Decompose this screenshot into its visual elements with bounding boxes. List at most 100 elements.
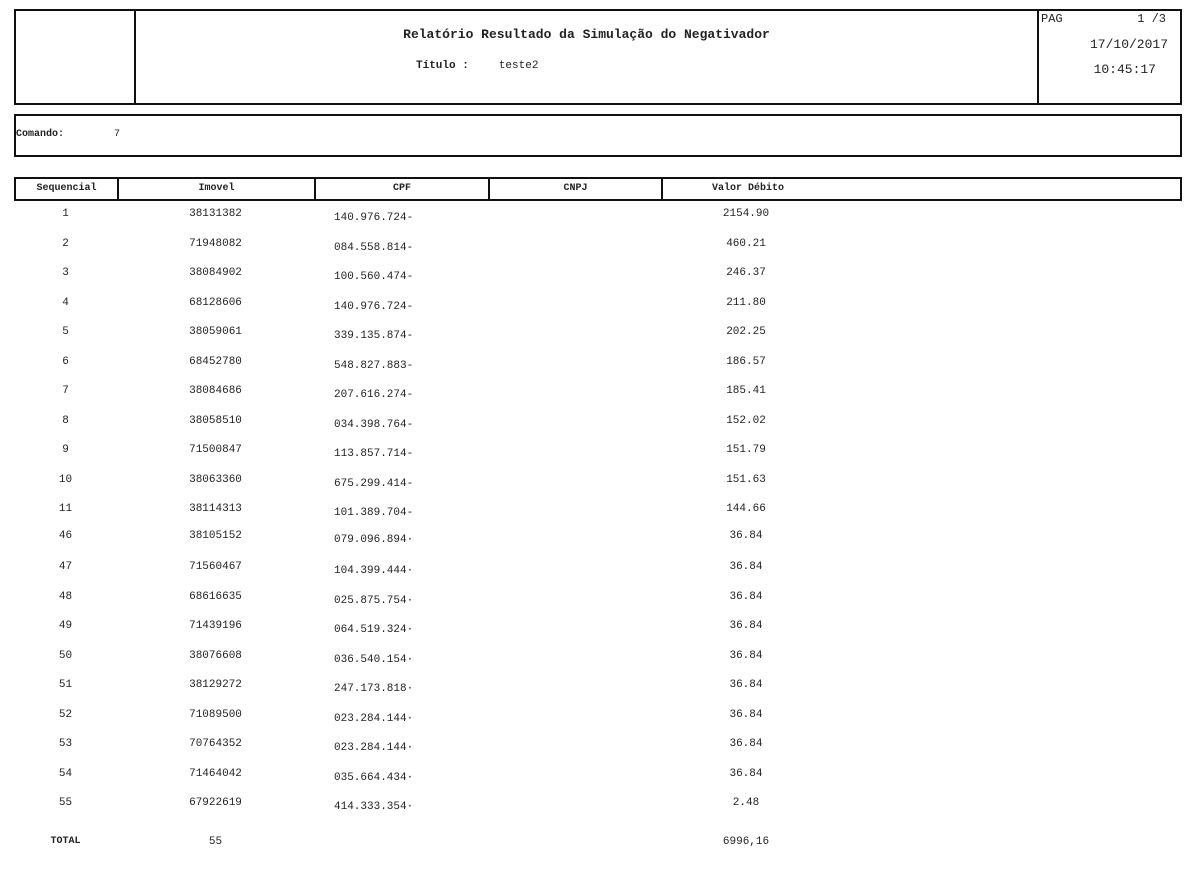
table-row: 50 38076608 036.540.154· 36.84 xyxy=(14,650,1182,670)
logo-cell xyxy=(16,11,136,103)
cell-cpf: 023.284.144· xyxy=(334,713,414,725)
report-title: Relatório Resultado da Simulação do Nega… xyxy=(403,27,770,42)
cell-valor-debito: 144.66 xyxy=(726,503,766,515)
cell-cpf: 036.540.154· xyxy=(334,654,414,666)
table-row: 54 71464042 035.664.434· 36.84 xyxy=(14,768,1182,788)
table-row: 1 38131382 140.976.724- 2154.90 xyxy=(14,208,1182,228)
cell-sequencial: 46 xyxy=(58,530,73,542)
cell-cpf: 548.827.883- xyxy=(334,360,414,372)
cell-valor-debito: 36.84 xyxy=(729,679,763,691)
cell-valor-debito: 36.84 xyxy=(729,530,763,542)
cell-cpf: 034.398.764- xyxy=(334,419,414,431)
cell-sequencial: 54 xyxy=(58,768,73,780)
col-sequencial: Sequencial xyxy=(16,179,119,199)
cell-cpf: 079.096.894· xyxy=(334,534,414,546)
cell-imovel: 68128606 xyxy=(189,297,242,309)
table-row: 6 68452780 548.827.883- 186.57 xyxy=(14,356,1182,376)
cell-imovel: 71500847 xyxy=(189,444,242,456)
cell-imovel: 71439196 xyxy=(189,620,242,632)
cell-imovel: 71560467 xyxy=(189,561,242,573)
cell-valor-debito: 211.80 xyxy=(726,297,766,309)
cell-valor-debito: 186.57 xyxy=(726,356,766,368)
col-cnpj: CNPJ xyxy=(490,179,663,199)
cell-cpf: 207.616.274- xyxy=(334,389,414,401)
cell-sequencial: 50 xyxy=(58,650,73,662)
comando-box: Comando: 7 xyxy=(14,114,1182,157)
cell-valor-debito: 36.84 xyxy=(729,738,763,750)
cell-valor-debito: 36.84 xyxy=(729,561,763,573)
cell-sequencial: 8 xyxy=(62,415,69,427)
table-row: 53 70764352 023.284.144· 36.84 xyxy=(14,738,1182,758)
total-label: TOTAL xyxy=(50,836,81,847)
table-row: 48 68616635 025.875.754· 36.84 xyxy=(14,591,1182,611)
page-label: PAG xyxy=(1041,12,1063,26)
cell-valor-debito: 202.25 xyxy=(726,326,766,338)
cell-imovel: 38114313 xyxy=(189,503,242,515)
comando-label: Comando: xyxy=(16,129,65,140)
table-row: 9 71500847 113.857.714- 151.79 xyxy=(14,444,1182,464)
cell-imovel: 38084686 xyxy=(189,385,242,397)
cell-valor-debito: 152.02 xyxy=(726,415,766,427)
cell-valor-debito: 151.63 xyxy=(726,474,766,486)
table-row: 8 38058510 034.398.764- 152.02 xyxy=(14,415,1182,435)
cell-imovel: 71464042 xyxy=(189,768,242,780)
table-row: 3 38084902 100.560.474- 246.37 xyxy=(14,267,1182,287)
cell-cpf: 140.976.724- xyxy=(334,301,414,313)
cell-cpf: 101.389.704- xyxy=(334,507,414,519)
cell-sequencial: 55 xyxy=(58,797,73,809)
cell-cpf: 023.284.144· xyxy=(334,742,414,754)
cell-cpf: 084.558.814- xyxy=(334,242,414,254)
table-row: 10 38063360 675.299.414- 151.63 xyxy=(14,474,1182,494)
page-number: 1 /3 xyxy=(1137,12,1166,26)
cell-imovel: 38131382 xyxy=(189,208,242,220)
table-row: 4 68128606 140.976.724- 211.80 xyxy=(14,297,1182,317)
cell-imovel: 68616635 xyxy=(189,591,242,603)
cell-sequencial: 3 xyxy=(62,267,69,279)
cell-imovel: 70764352 xyxy=(189,738,242,750)
cell-cpf: 339.135.874- xyxy=(334,330,414,342)
cell-sequencial: 4 xyxy=(62,297,69,309)
cell-sequencial: 6 xyxy=(62,356,69,368)
cell-cpf: 100.560.474- xyxy=(334,271,414,283)
cell-valor-debito: 36.84 xyxy=(729,591,763,603)
cell-sequencial: 5 xyxy=(62,326,69,338)
cell-valor-debito: 36.84 xyxy=(729,650,763,662)
cell-cpf: 064.519.324· xyxy=(334,624,414,636)
cell-cpf: 675.299.414- xyxy=(334,478,414,490)
comando-value: 7 xyxy=(114,129,121,140)
table-row: 52 71089500 023.284.144· 36.84 xyxy=(14,709,1182,729)
cell-sequencial: 1 xyxy=(62,208,69,220)
cell-cpf: 113.857.714- xyxy=(334,448,414,460)
titulo-label: Título : xyxy=(416,60,469,72)
cell-valor-debito: 36.84 xyxy=(729,620,763,632)
cell-sequencial: 10 xyxy=(58,474,73,486)
report-date: 17/10/2017 xyxy=(1089,37,1168,52)
cell-sequencial: 52 xyxy=(58,709,73,721)
cell-sequencial: 7 xyxy=(62,385,69,397)
total-row: TOTAL 55 6996,16 xyxy=(14,836,1182,856)
table-row: 47 71560467 104.399.444· 36.84 xyxy=(14,561,1182,581)
table-row: 7 38084686 207.616.274- 185.41 xyxy=(14,385,1182,405)
cell-imovel: 67922619 xyxy=(189,797,242,809)
cell-sequencial: 2 xyxy=(62,238,69,250)
cell-imovel: 38063360 xyxy=(189,474,242,486)
cell-imovel: 38129272 xyxy=(189,679,242,691)
table-row: 55 67922619 414.333.354· 2.48 xyxy=(14,797,1182,817)
cell-cpf: 104.399.444· xyxy=(334,565,414,577)
cell-sequencial: 47 xyxy=(58,561,73,573)
report-time: 10:45:17 xyxy=(1093,62,1156,77)
total-value: 6996,16 xyxy=(722,836,770,848)
total-count: 55 xyxy=(208,836,223,848)
cell-imovel: 38084902 xyxy=(189,267,242,279)
col-cpf: CPF xyxy=(316,179,490,199)
cell-valor-debito: 246.37 xyxy=(726,267,766,279)
cell-cpf: 140.976.724- xyxy=(334,212,414,224)
table-row: 5 38059061 339.135.874- 202.25 xyxy=(14,326,1182,346)
col-imovel: Imovel xyxy=(119,179,316,199)
table-row: 11 38114313 101.389.704- 144.66 xyxy=(14,503,1182,523)
cell-imovel: 38105152 xyxy=(189,530,242,542)
cell-sequencial: 49 xyxy=(58,620,73,632)
titulo-value: teste2 xyxy=(498,60,539,72)
cell-valor-debito: 185.41 xyxy=(726,385,766,397)
cell-valor-debito: 460.21 xyxy=(726,238,766,250)
